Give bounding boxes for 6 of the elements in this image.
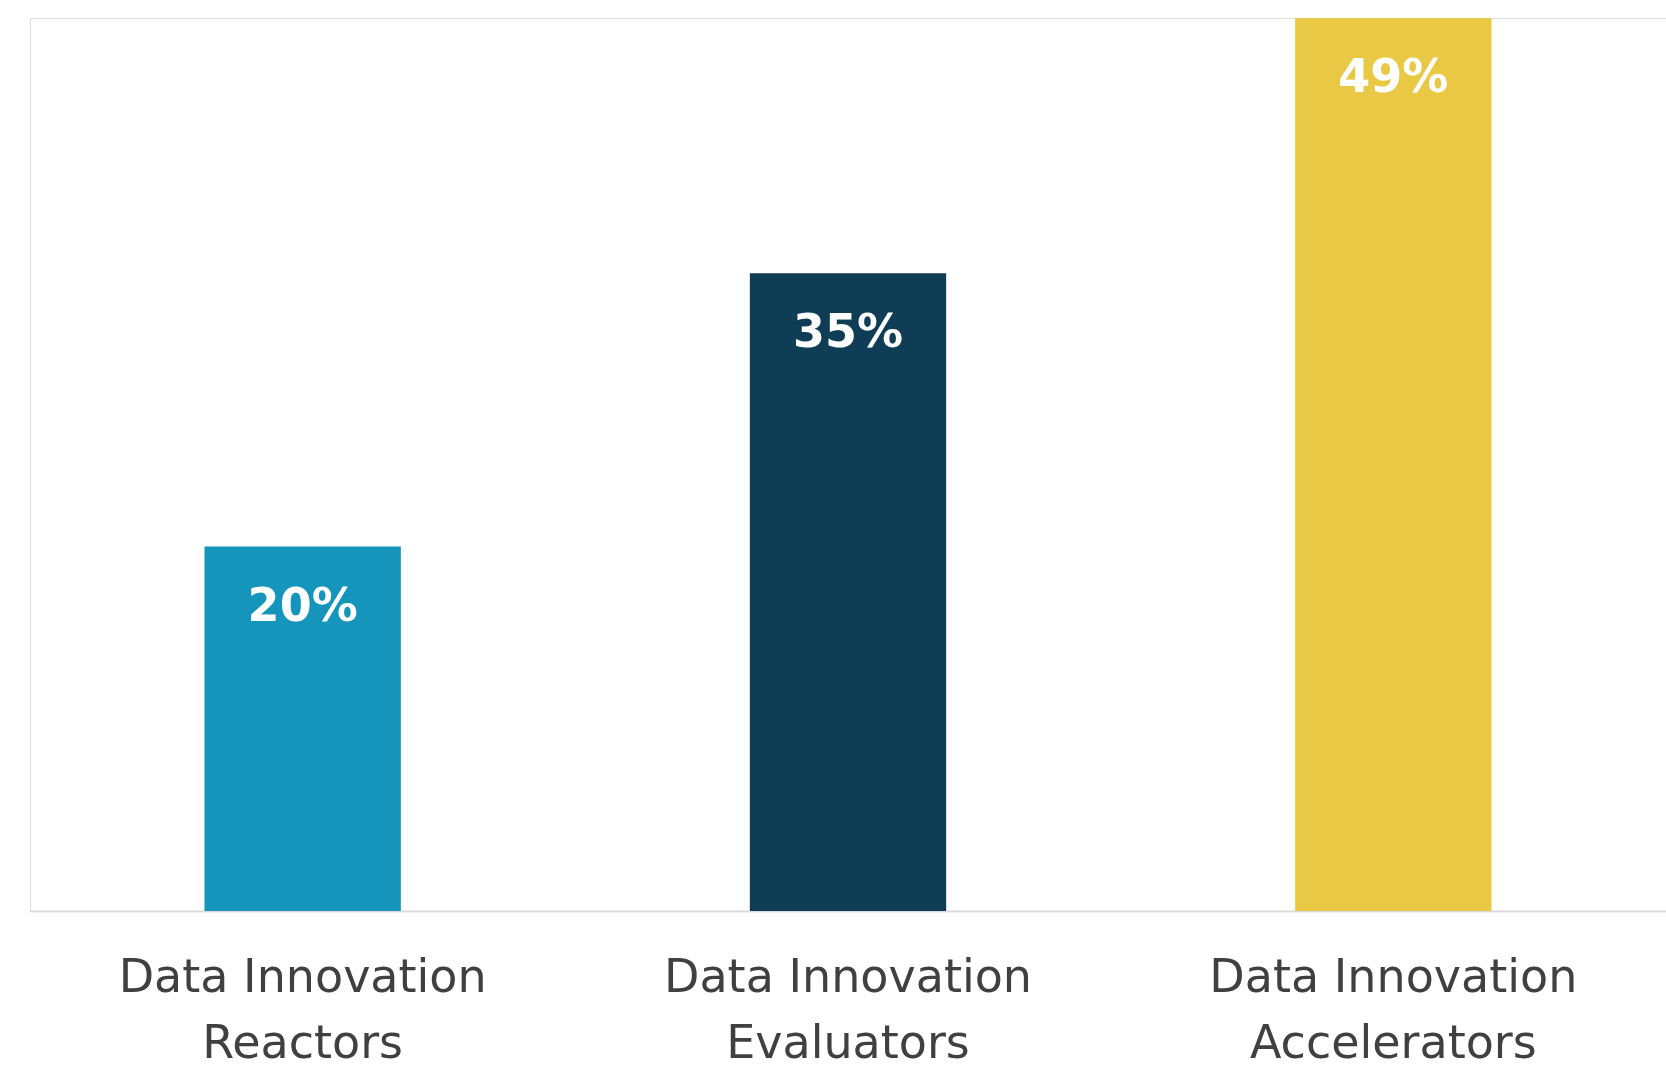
data-label: 35%: [792, 304, 904, 359]
x-tick-label: Data Innovation Reactors: [118, 948, 487, 1069]
x-tick-label: Data Innovation Accelerators: [1209, 948, 1578, 1069]
x-tick-label: Data Innovation Evaluators: [664, 948, 1032, 1069]
data-label: 20%: [247, 577, 358, 632]
data-label: 49%: [1338, 49, 1449, 103]
